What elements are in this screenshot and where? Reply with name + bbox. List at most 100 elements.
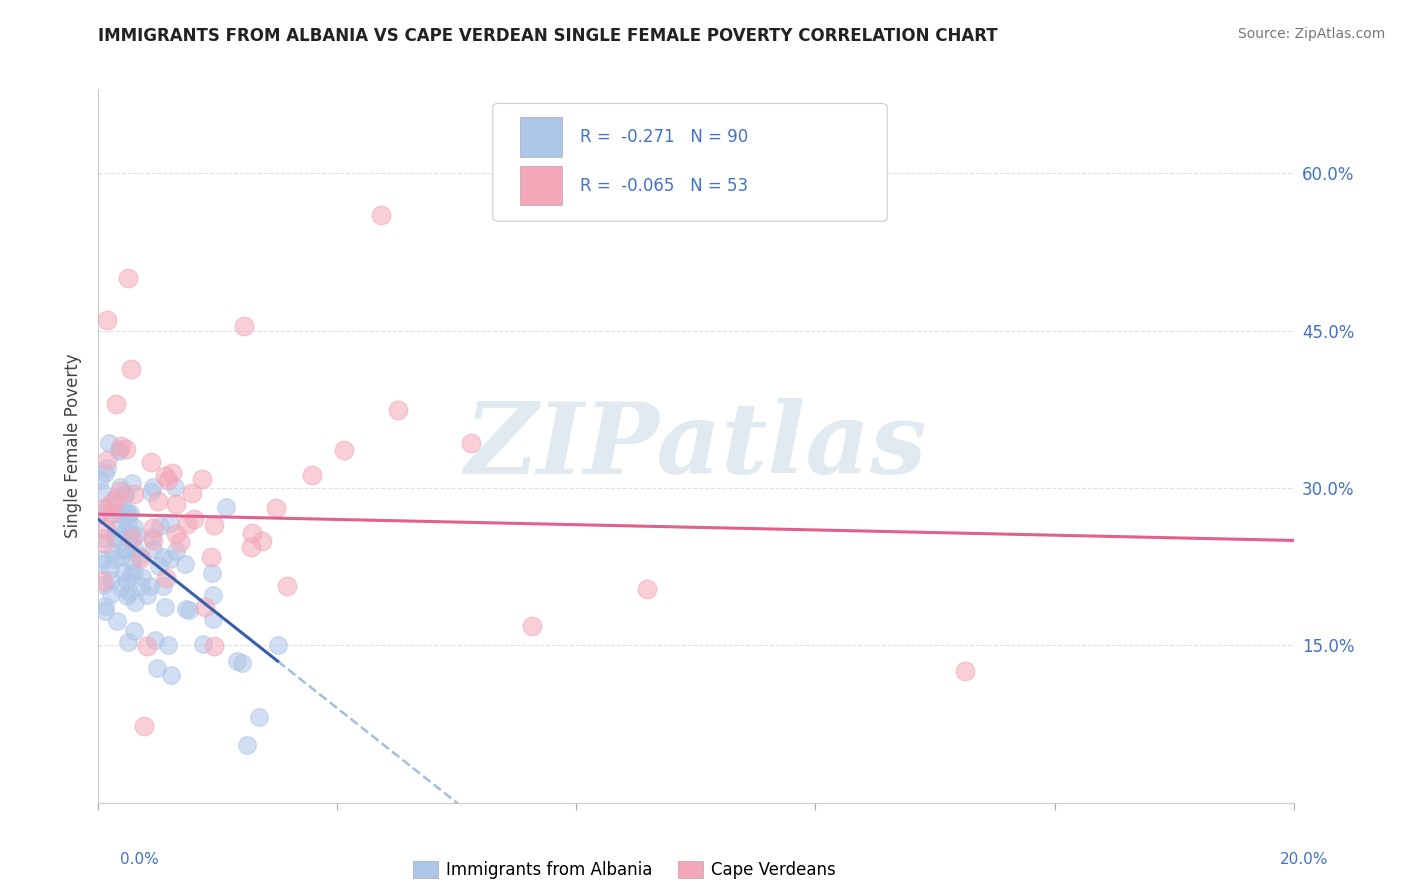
Point xyxy=(121,475,143,490)
Point xyxy=(117,271,139,285)
Point xyxy=(138,579,160,593)
Point xyxy=(141,530,163,544)
Point xyxy=(159,516,181,531)
Point xyxy=(118,526,141,541)
Point xyxy=(162,466,184,480)
Point xyxy=(122,487,145,501)
Point xyxy=(163,480,186,494)
Y-axis label: Single Female Poverty: Single Female Poverty xyxy=(65,354,83,538)
Point xyxy=(165,527,187,541)
Point xyxy=(115,589,138,603)
Point xyxy=(148,558,170,573)
Point xyxy=(180,486,202,500)
Point xyxy=(134,719,156,733)
Point xyxy=(276,579,298,593)
Point xyxy=(100,496,122,510)
Point xyxy=(124,595,146,609)
Point xyxy=(240,526,263,541)
Point xyxy=(112,486,135,500)
Point xyxy=(142,480,165,494)
Point xyxy=(169,534,191,549)
Point xyxy=(520,619,543,633)
Point xyxy=(200,550,222,565)
Point xyxy=(267,638,290,652)
Point xyxy=(117,635,139,649)
Point xyxy=(94,522,117,536)
Point xyxy=(142,521,165,535)
Point xyxy=(128,549,150,563)
Point xyxy=(121,554,143,568)
Point xyxy=(94,604,117,618)
Point xyxy=(333,442,356,457)
Point xyxy=(115,505,138,519)
Point xyxy=(176,516,198,531)
Point xyxy=(165,497,187,511)
Point xyxy=(202,588,225,602)
Point xyxy=(149,519,172,533)
Point xyxy=(301,467,323,482)
Point xyxy=(148,494,170,508)
Point xyxy=(104,531,127,545)
Point xyxy=(231,656,253,670)
Point xyxy=(100,507,122,521)
Point xyxy=(100,587,122,601)
Point xyxy=(114,524,136,538)
Point xyxy=(122,624,145,639)
Point xyxy=(201,566,224,581)
Point xyxy=(177,603,200,617)
Point xyxy=(98,562,121,576)
Point xyxy=(96,452,118,467)
Point xyxy=(94,466,117,480)
Point xyxy=(141,484,163,499)
Point xyxy=(202,612,225,626)
Point xyxy=(157,638,180,652)
Point xyxy=(264,501,287,516)
Point xyxy=(165,544,187,558)
Point xyxy=(104,397,127,411)
Point xyxy=(131,551,153,566)
Point xyxy=(94,599,117,613)
Point xyxy=(93,535,115,549)
Point xyxy=(108,483,131,498)
Point xyxy=(91,578,114,592)
Point xyxy=(146,660,169,674)
Point xyxy=(120,506,142,520)
Point xyxy=(145,632,167,647)
Point xyxy=(114,488,136,502)
Point xyxy=(103,545,125,559)
Point xyxy=(108,442,131,457)
Point xyxy=(104,491,127,506)
Text: R =  -0.271   N = 90: R = -0.271 N = 90 xyxy=(581,128,748,146)
Point xyxy=(159,668,181,682)
Point xyxy=(91,551,114,566)
Point xyxy=(105,531,128,545)
Point xyxy=(131,570,153,584)
Text: R =  -0.065   N = 53: R = -0.065 N = 53 xyxy=(581,177,748,194)
Point xyxy=(97,500,120,514)
Point xyxy=(122,520,145,534)
Point xyxy=(112,541,135,556)
Point xyxy=(122,541,145,556)
Point xyxy=(155,571,177,585)
Point xyxy=(131,579,153,593)
Point xyxy=(387,402,409,417)
Point xyxy=(636,582,658,596)
Point xyxy=(105,493,128,508)
Text: ZIPatlas: ZIPatlas xyxy=(465,398,927,494)
Point xyxy=(110,507,132,521)
FancyBboxPatch shape xyxy=(494,103,887,221)
Text: 0.0%: 0.0% xyxy=(120,852,159,867)
Point xyxy=(157,473,180,487)
Point xyxy=(91,502,114,516)
Point xyxy=(115,543,138,558)
Point xyxy=(90,557,112,571)
Text: Source: ZipAtlas.com: Source: ZipAtlas.com xyxy=(1237,27,1385,41)
Point xyxy=(120,361,142,376)
Point xyxy=(135,639,157,653)
Point xyxy=(110,439,132,453)
Point xyxy=(114,442,136,456)
Text: IMMIGRANTS FROM ALBANIA VS CAPE VERDEAN SINGLE FEMALE POVERTY CORRELATION CHART: IMMIGRANTS FROM ALBANIA VS CAPE VERDEAN … xyxy=(98,27,998,45)
Point xyxy=(142,533,165,547)
Point xyxy=(183,512,205,526)
Point xyxy=(191,472,214,486)
